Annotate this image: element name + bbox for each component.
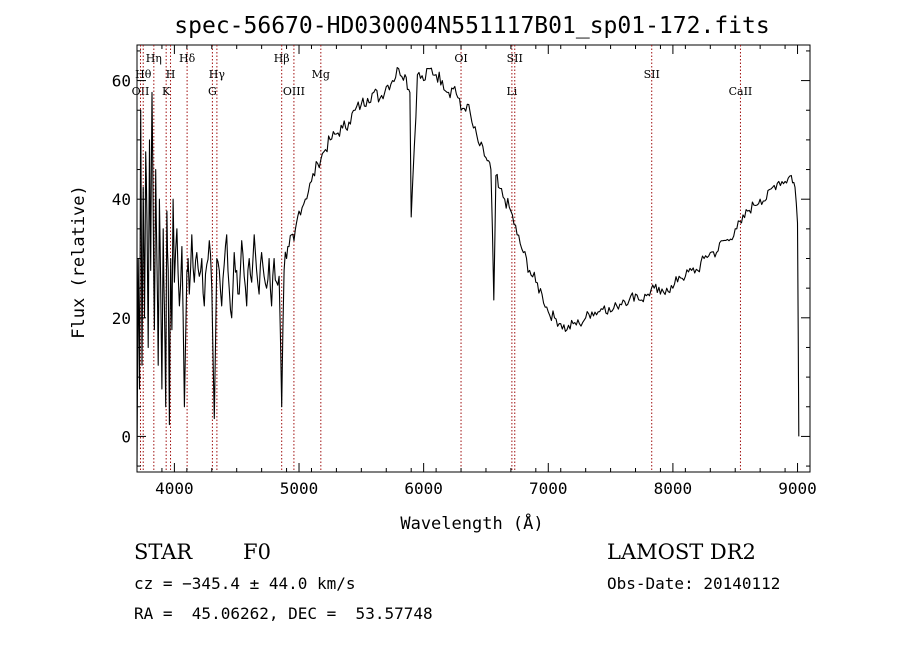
spectrum-series bbox=[136, 67, 800, 467]
axes: 4000 5000 6000 7000 8000 9000 0 20 40 60 bbox=[112, 45, 817, 498]
sky-coordinates: RA = 45.06262, DEC = 53.57748 bbox=[134, 604, 433, 623]
line-label-10: Mg bbox=[312, 68, 330, 81]
line-label-5: Hδ bbox=[179, 52, 196, 65]
y-tick-label-2: 40 bbox=[112, 190, 131, 209]
redshift-cz: cz = −345.4 ± 44.0 km/s bbox=[134, 574, 356, 593]
line-label-13: SII bbox=[507, 52, 523, 65]
x-tick-label-1: 5000 bbox=[280, 479, 319, 498]
x-tick-label-2: 6000 bbox=[404, 479, 443, 498]
plot-frame bbox=[136, 44, 811, 473]
line-label-2: Hη bbox=[146, 52, 162, 65]
line-label-12: Li bbox=[506, 85, 517, 98]
line-label-4: H bbox=[166, 68, 176, 81]
y-axis-label: Flux (relative) bbox=[69, 185, 89, 339]
line-label-9: OIII bbox=[283, 85, 305, 98]
line-label-8: Hβ bbox=[274, 52, 290, 65]
y-tick-label-3: 60 bbox=[112, 72, 131, 91]
line-label-15: CaII bbox=[729, 85, 753, 98]
survey-name: LAMOST DR2 bbox=[607, 540, 756, 564]
chart-title: spec-56670-HD030004N551117B01_sp01-172.f… bbox=[174, 13, 769, 39]
line-label-0: OII bbox=[132, 85, 150, 98]
spectrum-line-0 bbox=[136, 67, 800, 467]
x-tick-label-4: 8000 bbox=[654, 479, 693, 498]
line-label-6: G bbox=[208, 85, 217, 98]
x-tick-label-3: 7000 bbox=[529, 479, 568, 498]
line-label-11: OI bbox=[454, 52, 467, 65]
line-label-1: Hθ bbox=[135, 68, 152, 81]
y-tick-label-0: 0 bbox=[121, 427, 131, 446]
line-label-3: K bbox=[162, 85, 171, 98]
y-tick-label-1: 20 bbox=[112, 309, 131, 328]
x-tick-label-0: 4000 bbox=[155, 479, 194, 498]
object-class: STAR bbox=[134, 540, 193, 564]
plot-area bbox=[136, 44, 811, 473]
object-subclass: F0 bbox=[243, 540, 271, 564]
x-tick-label-5: 9000 bbox=[778, 479, 817, 498]
line-label-7: Hγ bbox=[209, 68, 226, 81]
x-axis-label: Wavelength (Å) bbox=[400, 512, 543, 534]
observation-date: Obs-Date: 20140112 bbox=[607, 574, 781, 593]
line-label-14: SII bbox=[644, 68, 660, 81]
